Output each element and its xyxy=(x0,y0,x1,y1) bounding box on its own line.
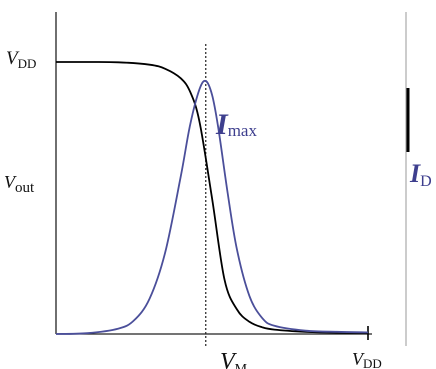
series-vout-line xyxy=(56,61,369,334)
vm-x-label: VM xyxy=(220,349,248,369)
vdd-x-label: VDD xyxy=(352,349,382,369)
vout-label: Vout xyxy=(4,172,35,196)
imax-label: Imax xyxy=(215,108,257,141)
id-right-label: ID xyxy=(409,159,432,190)
vdd-y-label: VDD xyxy=(6,48,36,71)
series-id-line xyxy=(55,79,369,335)
